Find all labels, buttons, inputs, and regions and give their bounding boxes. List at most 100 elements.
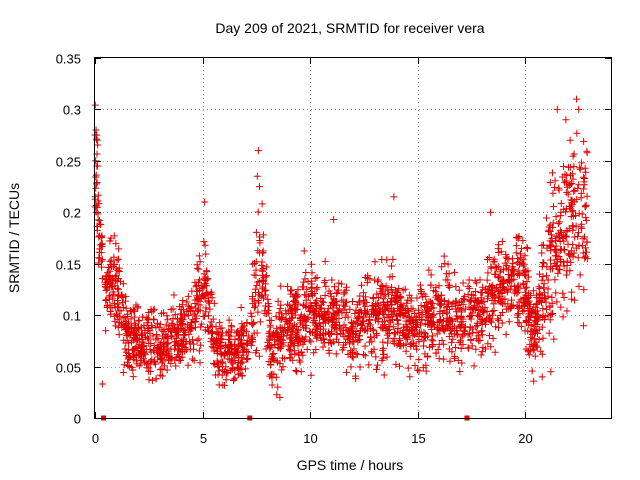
data-point xyxy=(220,352,228,360)
data-point xyxy=(504,278,512,286)
data-point xyxy=(344,351,352,359)
data-point xyxy=(247,341,255,349)
data-point xyxy=(213,329,221,337)
data-point xyxy=(489,311,497,319)
data-point xyxy=(547,368,555,376)
data-point xyxy=(569,175,577,183)
data-point xyxy=(583,248,591,256)
data-point xyxy=(532,303,540,311)
data-point xyxy=(445,332,453,340)
data-point xyxy=(287,338,295,346)
data-point xyxy=(175,325,183,333)
data-point xyxy=(104,302,112,310)
data-point xyxy=(446,357,454,365)
data-point xyxy=(215,367,223,375)
data-point xyxy=(276,335,284,343)
data-point xyxy=(580,173,588,181)
data-point xyxy=(410,330,418,338)
data-point xyxy=(478,289,486,297)
data-point xyxy=(115,245,123,253)
data-point xyxy=(283,332,291,340)
data-point xyxy=(253,329,261,337)
data-point xyxy=(434,345,442,353)
data-point xyxy=(324,308,332,316)
data-point xyxy=(252,266,260,274)
data-point xyxy=(115,267,123,275)
data-point xyxy=(546,178,554,186)
data-point xyxy=(154,353,162,361)
data-point xyxy=(549,203,557,211)
data-point xyxy=(195,285,203,293)
data-point xyxy=(550,335,558,343)
data-point xyxy=(340,290,348,298)
data-point xyxy=(557,303,565,311)
data-point xyxy=(457,345,465,353)
data-point xyxy=(522,345,530,353)
data-point xyxy=(254,147,262,155)
data-point xyxy=(163,344,171,352)
data-point xyxy=(445,298,453,306)
data-point xyxy=(194,295,202,303)
data-point xyxy=(552,232,560,240)
data-point xyxy=(437,301,445,309)
data-point xyxy=(249,260,257,268)
data-point xyxy=(372,353,380,361)
data-point xyxy=(319,325,327,333)
data-point xyxy=(384,339,392,347)
data-point xyxy=(278,366,286,374)
data-point xyxy=(229,360,237,368)
data-point xyxy=(575,181,583,189)
data-point xyxy=(199,312,207,320)
data-point xyxy=(263,263,271,271)
x-tick-label: 10 xyxy=(303,431,317,446)
data-point xyxy=(274,297,282,305)
data-point xyxy=(108,304,116,312)
data-point xyxy=(266,328,274,336)
data-point xyxy=(489,292,497,300)
data-point xyxy=(114,255,122,263)
data-point xyxy=(260,294,268,302)
data-point xyxy=(218,366,226,374)
data-point xyxy=(562,205,570,213)
data-point xyxy=(508,266,516,274)
data-point xyxy=(370,345,378,353)
data-point xyxy=(337,326,345,334)
data-point xyxy=(548,293,556,301)
data-point xyxy=(227,322,235,330)
data-point xyxy=(280,328,288,336)
data-point xyxy=(407,326,415,334)
data-point xyxy=(284,342,292,350)
data-point xyxy=(295,356,303,364)
data-point xyxy=(537,347,545,355)
data-point xyxy=(514,313,522,321)
data-point xyxy=(116,313,124,321)
data-point xyxy=(273,357,281,365)
data-point xyxy=(575,105,583,113)
data-point xyxy=(118,291,126,299)
data-point xyxy=(464,290,472,298)
data-point xyxy=(365,319,373,327)
data-point xyxy=(321,291,329,299)
data-point xyxy=(302,324,310,332)
data-point xyxy=(123,310,131,318)
data-point xyxy=(258,258,266,266)
data-point xyxy=(448,324,456,332)
data-point xyxy=(254,289,262,297)
data-point xyxy=(552,252,560,260)
data-point xyxy=(285,324,293,332)
data-point xyxy=(251,285,259,293)
data-point xyxy=(354,351,362,359)
y-axis-label: SRMTID / TECUs xyxy=(6,183,22,293)
data-point xyxy=(321,315,329,323)
data-point xyxy=(538,299,545,307)
data-point xyxy=(361,302,369,310)
data-point xyxy=(508,272,516,280)
data-point xyxy=(365,338,373,346)
data-point xyxy=(185,330,193,338)
data-point xyxy=(195,347,203,355)
data-point xyxy=(138,342,146,350)
data-point xyxy=(543,272,551,280)
data-point xyxy=(574,254,582,262)
y-tick-label: 0.2 xyxy=(63,206,81,221)
data-point xyxy=(167,306,175,314)
